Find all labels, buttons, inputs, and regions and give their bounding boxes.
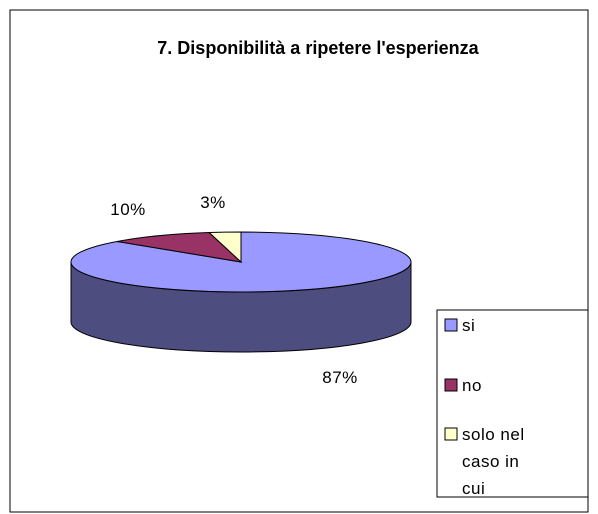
legend-box bbox=[436, 309, 589, 498]
legend-swatch bbox=[444, 318, 458, 332]
chart-title: 7. Disponibilità a ripetere l'esperienza bbox=[157, 38, 479, 58]
legend-label: no bbox=[462, 376, 482, 395]
legend-swatch bbox=[444, 427, 458, 441]
pie-slice bbox=[116, 232, 243, 263]
data-label: 10% bbox=[110, 200, 146, 219]
legend-label: si bbox=[462, 316, 475, 335]
data-label: 87% bbox=[322, 368, 358, 387]
legend-label: solo nel caso in cui bbox=[462, 425, 530, 498]
legend-swatch bbox=[444, 378, 458, 392]
data-label: 3% bbox=[200, 193, 226, 212]
pie-slice bbox=[70, 231, 412, 293]
pie-slice bbox=[207, 231, 242, 264]
